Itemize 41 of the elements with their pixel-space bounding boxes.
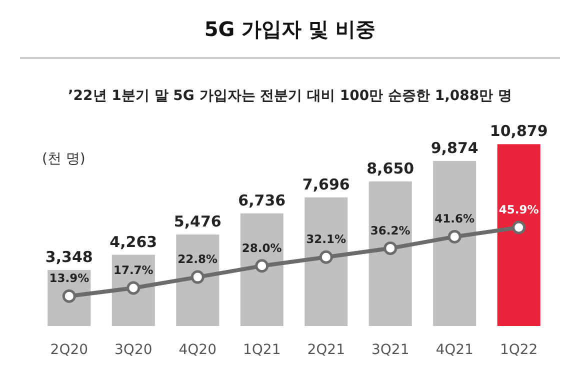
point bbox=[384, 242, 398, 256]
bar bbox=[304, 197, 348, 326]
data-label: 36.2% bbox=[370, 223, 411, 238]
x-tick-label: 4Q21 bbox=[436, 342, 474, 358]
x-tick-label: 4Q20 bbox=[178, 342, 217, 358]
x-tick-label: 3Q20 bbox=[114, 342, 152, 358]
data-label: 32.1% bbox=[306, 232, 347, 246]
bar bbox=[433, 160, 476, 326]
chart-title: 5G 가입자 및 비중 bbox=[204, 17, 376, 41]
data-label: 41.6% bbox=[434, 212, 476, 226]
point bbox=[512, 220, 526, 234]
bar bbox=[368, 181, 412, 326]
bar bbox=[112, 254, 155, 326]
data-label: 13.9% bbox=[49, 271, 90, 286]
data-label: 5,476 bbox=[174, 212, 222, 230]
data-label: 7,696 bbox=[302, 175, 350, 194]
point bbox=[448, 230, 462, 244]
data-label: 10,879 bbox=[490, 122, 548, 140]
x-tick-label: 2Q20 bbox=[50, 342, 88, 358]
point bbox=[255, 259, 269, 273]
point bbox=[190, 270, 204, 284]
data-label: 9,874 bbox=[430, 138, 478, 157]
x-tick-label: 1Q22 bbox=[500, 342, 538, 358]
bar bbox=[240, 213, 284, 326]
data-label: 8,650 bbox=[366, 159, 414, 178]
data-label: 6,736 bbox=[238, 191, 286, 210]
chart-subtitle: ’22년 1분기 말 5G 가입자는 전분기 대비 100만 순증한 1,088만 명 bbox=[68, 88, 512, 104]
point bbox=[126, 281, 140, 295]
x-tick-label: 3Q21 bbox=[371, 342, 410, 358]
point bbox=[319, 250, 333, 264]
x-tick-label: 1Q21 bbox=[243, 342, 281, 358]
data-label: 3,348 bbox=[45, 248, 93, 266]
y-axis-title: (천 명) bbox=[42, 151, 86, 167]
data-label: 4,263 bbox=[110, 232, 158, 251]
data-label: 45.9% bbox=[498, 202, 540, 216]
x-tick-label: 2Q21 bbox=[307, 342, 345, 358]
data-label: 22.8% bbox=[178, 252, 218, 266]
bar bbox=[497, 144, 540, 326]
data-label: 28.0% bbox=[242, 240, 282, 255]
bar bbox=[176, 234, 220, 326]
data-label: 17.7% bbox=[113, 263, 154, 278]
